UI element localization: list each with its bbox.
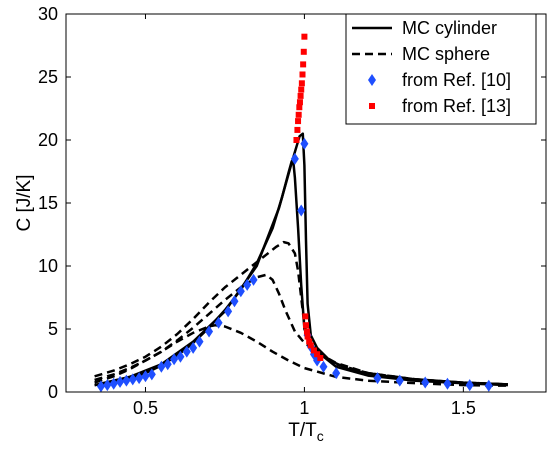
sphere-curve-2	[94, 323, 508, 387]
ref13-point	[300, 61, 307, 68]
ref13-point	[307, 342, 314, 349]
cylinder-curve-0	[94, 160, 508, 387]
ref10-point	[109, 377, 118, 390]
legend-box	[345, 13, 537, 125]
ref13-point	[303, 328, 310, 335]
x-tick-label: 0.5	[133, 398, 158, 418]
ref10-point	[297, 204, 306, 217]
ref10-point	[147, 368, 156, 381]
ref13-point	[301, 33, 308, 40]
y-tick-label: 30	[38, 4, 58, 24]
ref10-point	[249, 273, 258, 286]
y-tick-label: 15	[38, 193, 58, 213]
ref13-point	[303, 322, 309, 329]
ref10-point	[373, 372, 382, 385]
ref10-point	[157, 360, 166, 373]
ref10-point	[214, 316, 223, 329]
ref13-point	[293, 137, 300, 143]
legend-sample-2	[368, 74, 376, 86]
ref10-point	[189, 341, 198, 354]
x-axis-label: T/Tc	[288, 420, 324, 444]
ref13-point	[296, 104, 303, 111]
x-axis-label-main: T/T	[288, 420, 317, 441]
series-layer	[94, 33, 508, 393]
ref13-point	[304, 333, 311, 340]
ref13-point	[300, 48, 307, 55]
ref13-point	[317, 354, 324, 361]
series-1	[94, 240, 508, 387]
x-tick-label: 1.5	[451, 398, 476, 418]
ref10-point	[176, 350, 185, 363]
ref10-point	[141, 370, 150, 383]
ref10-point	[170, 353, 179, 366]
ref10-point	[128, 373, 137, 386]
ref10-point	[205, 325, 214, 338]
legend-sample-3	[369, 103, 375, 109]
ref10-point	[163, 358, 172, 371]
ref10-point	[465, 379, 474, 392]
ref10-point	[122, 374, 131, 387]
ref13-point	[295, 111, 302, 118]
ref10-point	[103, 379, 112, 392]
ref10-point	[230, 295, 239, 308]
ref13-point	[297, 92, 304, 99]
cylinder-curve-1	[94, 132, 508, 387]
ticks-layer: 0.5 1 1.5 0 5 10 15 20 25 30	[38, 4, 546, 418]
ref13-point	[295, 118, 302, 125]
legend-label-3: from Ref. [13]	[402, 96, 511, 116]
ref10-point	[395, 374, 404, 387]
ref10-point	[332, 367, 341, 380]
ref10-point	[421, 376, 430, 389]
ref10-point	[96, 380, 105, 393]
ref13-point	[310, 347, 317, 354]
legend-label-2: from Ref. [10]	[402, 70, 511, 90]
x-tick-label: 1	[299, 398, 309, 418]
ref13-point	[314, 351, 321, 358]
ref10-point	[236, 285, 245, 298]
y-tick-label: 5	[48, 319, 58, 339]
ref13-point	[302, 313, 309, 320]
y-tick-label: 25	[38, 67, 58, 87]
legend: MC cylinder MC sphere from Ref. [10] from R…	[345, 13, 537, 125]
ref10-point	[116, 375, 125, 388]
ref13-point	[306, 338, 313, 345]
ref13-point	[294, 126, 301, 133]
ref10-point	[484, 379, 493, 392]
ref10-point	[182, 345, 191, 358]
ref10-point	[243, 278, 252, 291]
ref10-point	[135, 372, 144, 385]
ref13-point	[299, 71, 306, 78]
series-0	[94, 132, 508, 387]
ref10-point	[224, 305, 233, 318]
ref10-point	[290, 152, 299, 165]
ref13-point	[298, 86, 305, 93]
ref13-point	[298, 80, 305, 87]
ref13-point	[296, 99, 303, 106]
ref10-point	[300, 137, 309, 150]
y-tick-label: 20	[38, 130, 58, 150]
legend-label-1: MC sphere	[402, 44, 490, 64]
y-axis-label: C [J/K]	[14, 174, 35, 231]
series-3	[293, 33, 324, 361]
legend-label-0: MC cylinder	[402, 18, 497, 38]
ref10-point	[443, 377, 452, 390]
ref10-point	[319, 360, 328, 373]
ref10-point	[195, 335, 204, 348]
y-tick-label: 0	[48, 382, 58, 402]
x-axis-label-subscript: c	[317, 428, 324, 444]
y-tick-label: 10	[38, 256, 58, 276]
